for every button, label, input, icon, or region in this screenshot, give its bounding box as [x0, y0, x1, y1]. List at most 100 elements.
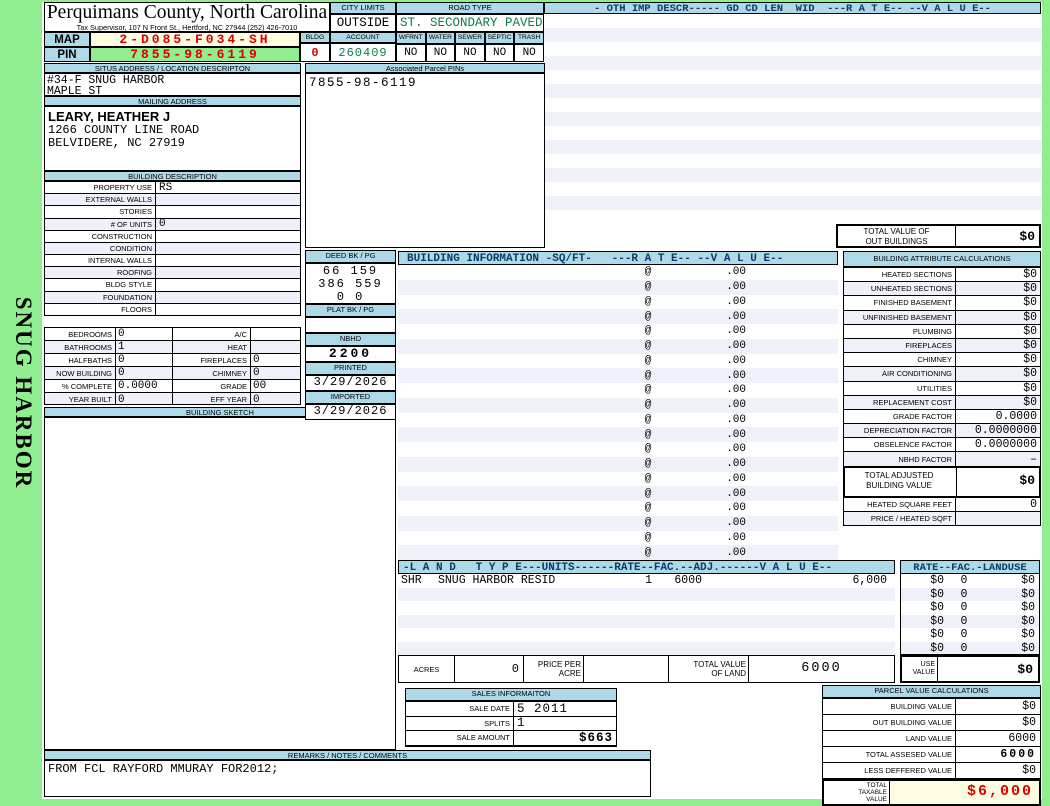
acres-value: 0 — [454, 656, 524, 682]
attribute-calcs-header: BUILDING ATTRIBUTE CALCULATIONS — [843, 251, 1041, 267]
total-out-buildings-value: $0 — [1019, 229, 1035, 244]
attribute-calc-label: UTILITIES — [844, 381, 956, 395]
sales-row-label: SPLITS — [406, 716, 514, 731]
deed-panel: DEED BK / PG 66 159 386 559 0 0 PLAT BK / … — [305, 250, 396, 420]
other-improvement-row — [544, 182, 1041, 196]
pair-value-right: 0 — [253, 354, 260, 366]
landuse-row: $0 0 $0 — [901, 614, 1039, 628]
attribute-calc-label: PLUMBING — [844, 324, 956, 338]
land-row — [398, 628, 895, 642]
building-info-rate: .00 — [726, 340, 746, 353]
building-attribute-pair-row: BATHROOMS 1 HEAT — [45, 341, 300, 354]
account-value: 260409 — [330, 43, 396, 62]
building-info-at: @ — [644, 295, 652, 308]
total-taxable-value: $6,000 — [890, 781, 1039, 804]
attribute-calc-value: $0 — [1023, 367, 1037, 381]
pin-value: 7855-98-6119 — [90, 47, 300, 62]
associated-pins-box: 7855-98-6119 — [305, 73, 545, 248]
building-attribute-pairs: BEDROOMS 0 A/C BATHROOMS 1 HEAT HALFBATH… — [44, 327, 301, 405]
total-adjusted-building-value-label: TOTAL ADJUSTED BUILDING VALUE — [845, 467, 957, 496]
landuse-rate: $0 — [930, 641, 944, 655]
other-improvement-row — [544, 112, 1041, 126]
parcel-calc-label: BUILDING VALUE — [823, 699, 956, 714]
building-attribute-pair-row: HALFBATHS 0 FIREPLACES 0 — [45, 354, 300, 367]
building-information-row: @ .00 — [398, 501, 838, 516]
building-info-at: @ — [644, 443, 652, 456]
pair-value-right: 0 — [253, 393, 260, 405]
attribute-calc-label: NBHD FACTOR — [844, 452, 956, 466]
building-information-row: @ .00 — [398, 413, 838, 428]
pair-value-left: 0 — [116, 354, 173, 366]
building-description-row: BLDG STYLE — [45, 279, 300, 292]
total-land-value: 6000 — [801, 661, 842, 676]
building-description-row: FLOORS — [45, 303, 300, 315]
building-information-row: @ .00 — [398, 472, 838, 487]
land-rate: 6000 — [674, 574, 702, 588]
building-info-at: @ — [644, 266, 652, 279]
sales-row-value: 1 — [517, 716, 526, 731]
total-land-value-label: TOTAL VALUE OF LAND — [669, 656, 749, 682]
building-info-at: @ — [644, 354, 652, 367]
plat-bk-pg-value — [305, 317, 396, 333]
landuse-value: $0 — [1021, 601, 1035, 615]
printed-header: PRINTED — [305, 362, 396, 375]
attribute-calc-label: HEATED SECTIONS — [844, 268, 956, 282]
plat-bk-pg-header: PLAT BK / PG — [305, 304, 396, 317]
building-attribute-pair-row: NOW BUILDING 0 CHIMNEY 0 — [45, 367, 300, 380]
remarks-header: REMARKS / NOTES / COMMENTS — [44, 750, 651, 760]
pair-label-right: GRADE — [173, 380, 251, 392]
landuse-fac: 0 — [960, 587, 968, 601]
attribute-calc-extra-value: 0 — [1030, 497, 1037, 511]
utility-flag-column: WFRNT NO — [396, 32, 426, 62]
other-improvement-row — [544, 56, 1041, 70]
utility-flag-header: SEWER — [455, 32, 485, 44]
sales-row: SALE DATE 5 2011 — [406, 702, 616, 717]
parcel-calc-row: OUT BUILDING VALUE $0 — [823, 715, 1040, 731]
remarks-text: FROM FCL RAYFORD MMURAY FOR2012; — [44, 760, 651, 797]
landuse-fac: 0 — [960, 628, 968, 642]
utility-flag-header: WATER — [425, 32, 456, 44]
pair-value-left: 0 — [116, 328, 173, 340]
building-description-header: BUILDING DESCRIPTION — [44, 171, 301, 181]
building-info-at: @ — [644, 472, 652, 485]
associated-pins-header: Associated Parcel PINs — [305, 63, 545, 73]
pin-label: PIN — [44, 47, 90, 62]
building-information-row: @ .00 — [398, 368, 838, 383]
building-info-at: @ — [644, 413, 652, 426]
parcel-calc-label: LESS DEFFERED VALUE — [823, 763, 956, 778]
parcel-calc-value: $0 — [1022, 716, 1036, 729]
other-improvement-row — [544, 28, 1041, 42]
acres-row: ACRES 0 PRICE PER ACRE TOTAL VALUE OF LA… — [398, 655, 895, 683]
landuse-fac: 0 — [960, 601, 968, 615]
pair-value-left: 0 — [116, 393, 173, 404]
other-improvement-row — [544, 42, 1041, 56]
attribute-calc-label: OBSELENCE FACTOR — [844, 438, 956, 452]
landuse-rate: $0 — [930, 574, 944, 588]
attribute-calc-extra-label: PRICE / HEATED SQFT — [844, 511, 956, 525]
other-improvement-row — [544, 84, 1041, 98]
deed-bk-pg-line: 66 159 — [306, 264, 395, 278]
situs-address-box: #34-F SNUG HARBOR MAPLE ST — [44, 73, 301, 96]
landuse-row: $0 0 $0 — [901, 628, 1039, 642]
building-info-at: @ — [644, 546, 652, 559]
building-description-row: STORIES — [45, 206, 300, 219]
utility-flag-header: SEPTIC — [484, 32, 515, 44]
building-description-row-label: BLDG STYLE — [45, 279, 156, 291]
building-information-row: @ .00 — [398, 295, 838, 310]
attribute-calc-row: NBHD FACTOR – — [844, 452, 1040, 466]
attribute-calc-row: UNHEATED SECTIONS $0 — [844, 282, 1040, 297]
landuse-value: $0 — [1021, 614, 1035, 628]
building-info-rate: .00 — [726, 266, 746, 279]
use-value-box: USE VALUE $0 — [900, 655, 1040, 683]
other-improvement-row — [544, 168, 1041, 182]
building-information-row: @ .00 — [398, 279, 838, 295]
mailing-line-2: BELVIDERE, NC 27919 — [48, 136, 185, 150]
parcel-calc-label: LAND VALUE — [823, 731, 956, 746]
pair-label-right: HEAT — [173, 341, 251, 353]
landuse-value: $0 — [1021, 641, 1035, 655]
building-info-at: @ — [644, 340, 652, 353]
sales-row: SPLITS 1 — [406, 716, 616, 732]
building-info-rate: .00 — [726, 325, 746, 338]
county-subtitle: Tax Supervisor, 107 N Front St., Hertfor… — [76, 23, 298, 32]
building-description-row-value: 0 — [159, 218, 166, 231]
